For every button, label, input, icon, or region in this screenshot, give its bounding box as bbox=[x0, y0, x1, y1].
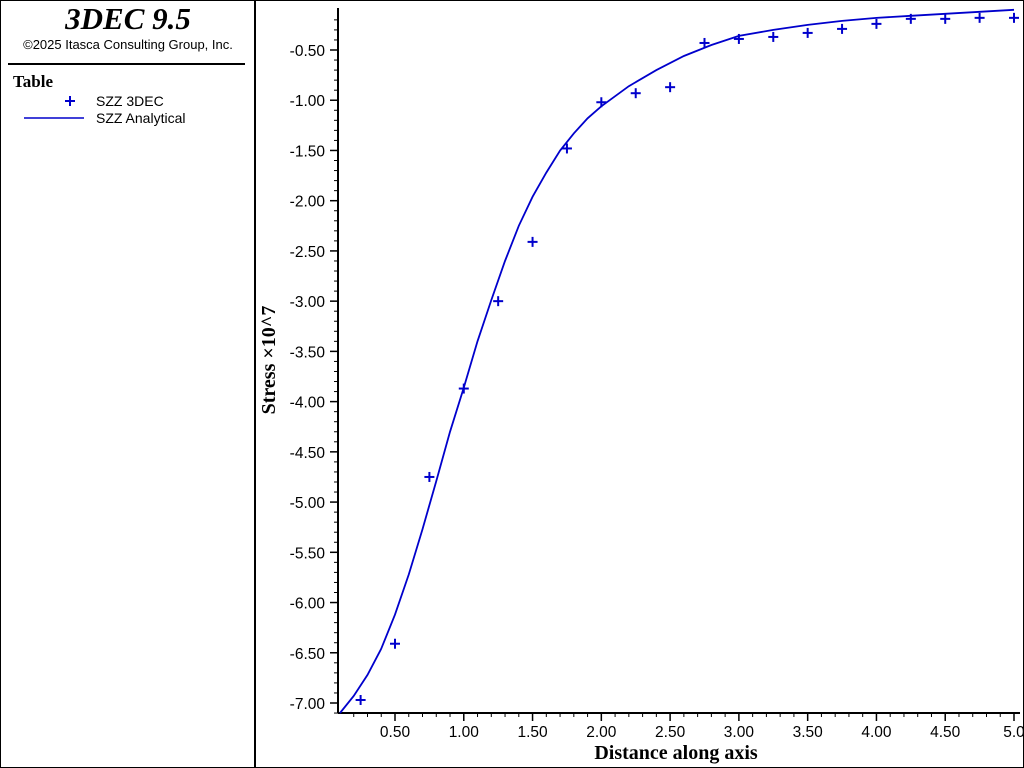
data-point bbox=[493, 296, 504, 307]
legend-item-szz-analytical: SZZ Analytical bbox=[0, 109, 250, 127]
data-point bbox=[768, 31, 779, 42]
x-tick-label: 3.00 bbox=[724, 724, 755, 741]
y-tick-label: -4.50 bbox=[290, 445, 326, 462]
data-point bbox=[561, 143, 572, 154]
data-point bbox=[630, 88, 641, 99]
series-szz-3dec bbox=[355, 12, 1019, 705]
legend-panel: 3DEC 9.5 ©2025 Itasca Consulting Group, … bbox=[0, 0, 256, 768]
data-point bbox=[390, 638, 400, 649]
data-point bbox=[1009, 12, 1019, 23]
data-point bbox=[458, 383, 469, 394]
y-tick-label: -4.00 bbox=[290, 395, 326, 412]
data-point bbox=[974, 12, 985, 23]
data-point bbox=[355, 694, 366, 705]
data-point bbox=[940, 13, 951, 24]
series-szz-analytical bbox=[339, 8, 1015, 714]
x-tick-label: 0.50 bbox=[380, 724, 411, 741]
analytical-curve bbox=[339, 8, 1015, 714]
data-point bbox=[665, 82, 676, 93]
y-tick-label: -7.00 bbox=[290, 696, 326, 713]
data-point bbox=[527, 236, 538, 247]
axes bbox=[337, 8, 1020, 714]
y-tick-label: -3.50 bbox=[290, 344, 326, 361]
data-point bbox=[837, 23, 848, 34]
y-tick-label: -1.50 bbox=[290, 143, 326, 160]
y-tick-label: -0.50 bbox=[290, 43, 326, 60]
y-tick-label: -6.50 bbox=[290, 646, 326, 663]
x-tick-label: 1.00 bbox=[449, 724, 480, 741]
data-point bbox=[424, 471, 435, 482]
legend-item-szz-3dec: SZZ 3DEC bbox=[0, 92, 250, 110]
app-title: 3DEC 9.5 bbox=[65, 1, 191, 36]
y-tick-label: -5.50 bbox=[290, 545, 326, 562]
line-marker-icon bbox=[24, 117, 84, 119]
legend-label: SZZ Analytical bbox=[96, 110, 186, 126]
x-tick-label: 1.50 bbox=[517, 724, 548, 741]
data-point bbox=[596, 97, 607, 108]
x-tick-label: 3.50 bbox=[793, 724, 824, 741]
x-axis-ticks: 0.50 1.00 1.50 2.00 2.50 3.00 3.50 4.00 4.50 5.0 bbox=[353, 713, 1024, 741]
x-tick-label: 2.00 bbox=[586, 724, 617, 741]
x-axis-title: Distance along axis bbox=[594, 742, 758, 764]
x-tick-label: 4.00 bbox=[861, 724, 892, 741]
y-axis-ticks: -0.50 -1.00 -1.50 -2.00 -2.50 -3.00 -3.50 -4.00… bbox=[290, 19, 338, 714]
data-point bbox=[733, 33, 744, 44]
data-point bbox=[699, 37, 710, 48]
x-tick-label: 2.50 bbox=[655, 724, 686, 741]
y-tick-label: -5.00 bbox=[290, 495, 326, 512]
y-tick-label: -1.00 bbox=[290, 93, 326, 110]
y-tick-label: -3.00 bbox=[290, 294, 326, 311]
plus-marker-icon bbox=[65, 96, 75, 106]
y-tick-label: -2.50 bbox=[290, 244, 326, 261]
data-point bbox=[905, 13, 916, 24]
data-point bbox=[802, 27, 813, 38]
x-tick-label: 5.0 bbox=[1003, 724, 1024, 741]
y-axis-title: Stress ×10^7 bbox=[258, 306, 280, 415]
legend-title: Table bbox=[13, 72, 54, 91]
copyright-text: ©2025 Itasca Consulting Group, Inc. bbox=[23, 37, 233, 52]
legend-label: SZZ 3DEC bbox=[96, 93, 164, 109]
title-divider bbox=[8, 63, 245, 65]
data-point bbox=[871, 18, 882, 29]
y-tick-label: -2.00 bbox=[290, 194, 326, 211]
y-tick-label: -6.00 bbox=[290, 596, 326, 613]
x-tick-label: 4.50 bbox=[930, 724, 961, 741]
